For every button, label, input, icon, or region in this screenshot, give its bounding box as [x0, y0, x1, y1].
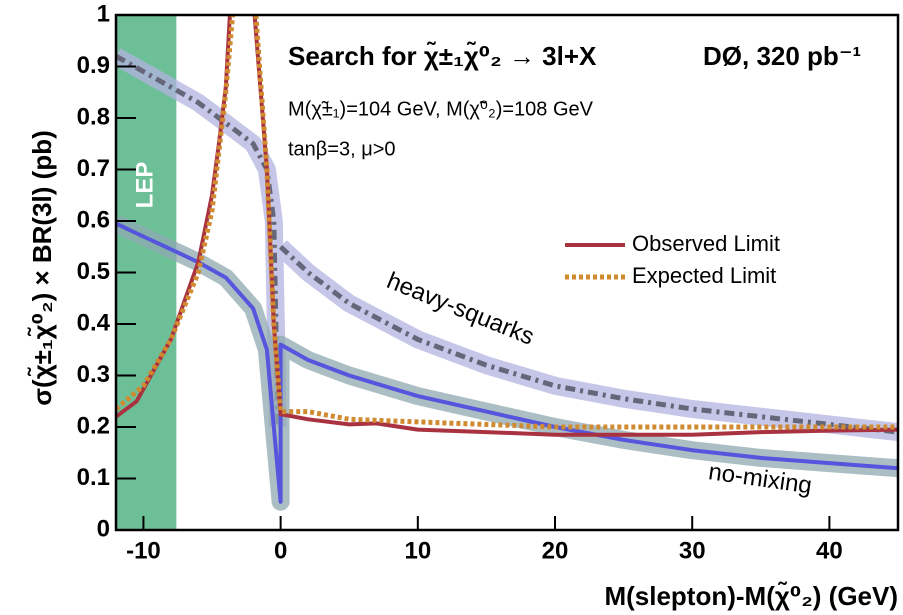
y-tick-label: 0.7 — [77, 155, 110, 182]
data-line — [116, 15, 898, 430]
x-axis-label: M(slepton)-M(χ̃⁰₂) (GeV) — [604, 581, 898, 611]
legend-label: Expected Limit — [632, 263, 776, 288]
y-tick-label: 0.8 — [77, 103, 110, 130]
chart-title: Search for χ̃±₁χ̃⁰₂ → 3l+X — [288, 41, 597, 71]
x-tick-label: 20 — [542, 537, 569, 564]
y-tick-label: 1 — [97, 0, 110, 27]
x-tick-label: -10 — [126, 537, 161, 564]
x-tick-label: 40 — [816, 537, 843, 564]
region-label: LEP — [132, 162, 159, 209]
annotation: tanβ=3, μ>0 — [288, 138, 396, 160]
y-tick-label: 0.5 — [77, 258, 110, 285]
data-line — [116, 221, 898, 504]
y-tick-label: 0.3 — [77, 361, 110, 388]
x-tick-label: 30 — [679, 537, 706, 564]
x-tick-label: 0 — [274, 537, 287, 564]
y-tick-label: 0.6 — [77, 206, 110, 233]
y-tick-label: 0.2 — [77, 412, 110, 439]
y-tick-label: 0 — [97, 515, 110, 542]
legend-label: Observed Limit — [632, 231, 780, 256]
y-tick-label: 0.9 — [77, 52, 110, 79]
data-line — [116, 54, 898, 435]
experiment-label: DØ, 320 pb⁻¹ — [703, 41, 861, 71]
y-axis-label: σ(χ̃±₁χ̃⁰₂) × BR(3l) (pb) — [27, 130, 57, 406]
x-tick-label: 10 — [404, 537, 431, 564]
y-tick-label: 0.1 — [77, 464, 110, 491]
y-tick-label: 0.4 — [77, 309, 111, 336]
annotation: M(χ̃±₁)=104 GeV, M(χ̃⁰₂)=108 GeV — [288, 98, 594, 120]
